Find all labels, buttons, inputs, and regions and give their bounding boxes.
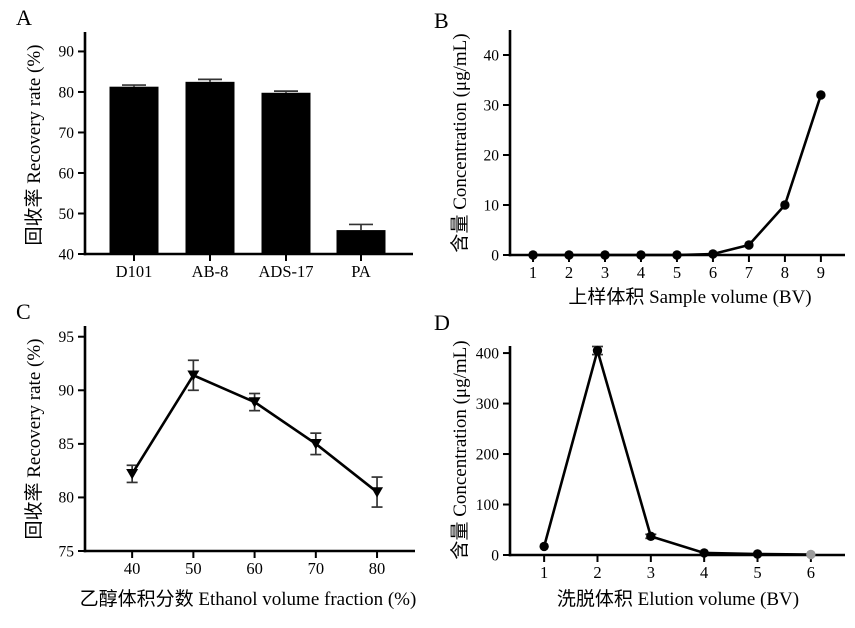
data-point — [708, 249, 718, 259]
y-tick-label: 95 — [59, 329, 75, 346]
y-axis-title: 回收率 Recovery rate (%) — [23, 338, 45, 539]
x-tick-label: PA — [351, 262, 371, 281]
data-point-triangle — [126, 469, 139, 480]
data-point — [539, 541, 549, 552]
y-tick-label: 80 — [59, 84, 75, 101]
y-tick-label: 60 — [59, 165, 75, 182]
x-tick-label: 2 — [565, 263, 573, 282]
x-tick-label: 3 — [601, 263, 609, 282]
data-point — [806, 549, 816, 560]
panel-label: B — [434, 8, 449, 33]
data-point — [636, 250, 646, 260]
x-tick-label: 9 — [817, 263, 825, 282]
x-tick-label: 1 — [529, 263, 537, 282]
panel-C: 75 80 85 90 95 40 50 60 70 80 回收率 Recovery rate (%… — [16, 299, 416, 610]
y-axis-title: 含量 Concentration (μg/mL) — [449, 33, 471, 252]
x-tick-label: D101 — [116, 262, 153, 281]
y-tick-label: 400 — [476, 345, 500, 362]
y-tick-label: 80 — [59, 490, 75, 507]
panel-label: C — [16, 299, 31, 324]
x-tick-label: 50 — [185, 559, 202, 578]
y-tick-label: 100 — [476, 497, 500, 514]
x-axis-title: 洗脱体积 Elution volume (BV) — [557, 588, 799, 610]
y-tick-label: 40 — [59, 246, 75, 263]
x-tick-label: ADS-17 — [258, 262, 313, 281]
panel-label: D — [434, 310, 450, 335]
y-tick-label: 0 — [491, 247, 499, 264]
x-axis-title: 乙醇体积分数 Ethanol volume fraction (%) — [80, 588, 417, 610]
data-point — [752, 549, 763, 559]
x-tick-label: AB-8 — [192, 262, 229, 281]
x-tick-label: 2 — [593, 563, 601, 582]
bar-ADS-17 — [261, 92, 311, 255]
y-tick-label: 300 — [476, 396, 500, 413]
panel-label: A — [16, 5, 32, 30]
x-tick-label: 4 — [700, 563, 708, 582]
data-point-triangle — [248, 397, 261, 408]
data-point — [592, 345, 603, 356]
y-tick-label: 75 — [59, 543, 75, 560]
x-tick-label: 5 — [673, 263, 681, 282]
data-line — [542, 345, 811, 556]
bar-PA — [336, 230, 386, 254]
data-point — [744, 240, 754, 250]
x-tick-label: 5 — [753, 563, 761, 582]
x-axis-title: 上样体积 Sample volume (BV) — [568, 286, 811, 308]
panel-D: 0 100 200 300 400 1 2 3 4 5 6 含量 Concentration (μg/… — [434, 310, 845, 610]
x-tick-label: 8 — [781, 263, 789, 282]
data-point — [600, 250, 610, 260]
y-tick-label: 40 — [484, 47, 500, 64]
x-tick-label: 1 — [540, 563, 548, 582]
panel-B: 0 10 20 30 40 1 2 3 4 5 6 7 8 9 含量 Concentration (μg/m… — [434, 8, 845, 308]
y-tick-label: 85 — [59, 436, 75, 453]
data-point-triangle — [187, 370, 200, 381]
y-tick-label: 20 — [484, 147, 500, 164]
y-tick-label: 50 — [59, 206, 75, 223]
x-tick-label: 70 — [308, 559, 325, 578]
data-line — [533, 94, 823, 257]
data-point-triangle — [309, 439, 322, 450]
y-tick-label: 90 — [59, 383, 75, 400]
bar-D101 — [109, 86, 159, 254]
bar-AB-8 — [185, 81, 235, 255]
y-tick-label: 10 — [484, 197, 500, 214]
y-tick-label: 70 — [59, 125, 75, 142]
y-tick-label: 30 — [484, 97, 500, 114]
x-tick-label: 6 — [807, 563, 815, 582]
data-point — [528, 250, 538, 260]
x-tick-label: 80 — [369, 559, 386, 578]
y-tick-label: 200 — [476, 446, 500, 463]
x-tick-label: 3 — [647, 563, 655, 582]
y-axis-title: 含量 Concentration (μg/mL) — [449, 340, 471, 559]
panel-A: 40 50 60 70 80 90 D101 AB-8 ADS-17 PA 回收率 Recovery… — [16, 5, 413, 281]
x-tick-label: 4 — [637, 263, 645, 282]
x-tick-label: 40 — [124, 559, 141, 578]
data-point — [564, 250, 574, 260]
data-point — [780, 200, 790, 210]
y-tick-label: 90 — [59, 44, 75, 61]
x-tick-label: 60 — [246, 559, 263, 578]
data-point — [672, 250, 682, 260]
data-point — [646, 531, 656, 542]
x-tick-label: 6 — [709, 263, 717, 282]
y-axis-title: 回收率 Recovery rate (%) — [23, 44, 45, 245]
y-tick-label: 0 — [491, 547, 499, 564]
data-point — [816, 90, 826, 100]
data-point — [699, 548, 709, 558]
x-tick-label: 7 — [745, 263, 753, 282]
data-point-triangle — [371, 487, 384, 498]
